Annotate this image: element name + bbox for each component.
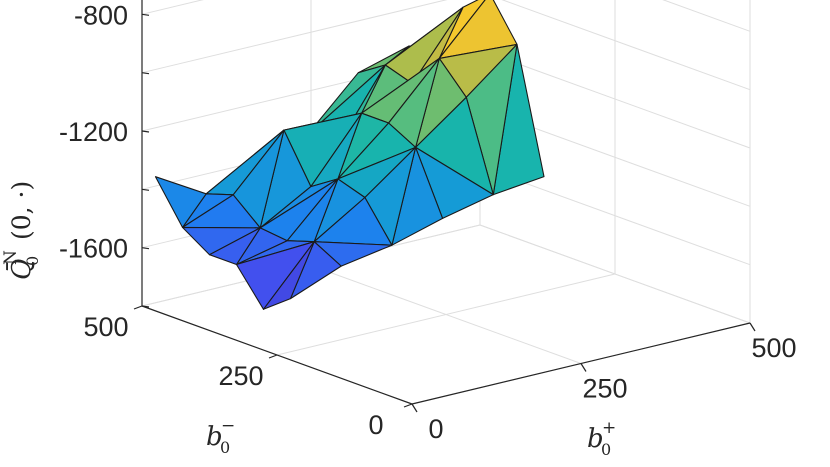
z-tick-mark bbox=[141, 72, 150, 75]
x-tick-label: 0 bbox=[428, 414, 443, 444]
y-axis-label-sub: 0 bbox=[220, 438, 230, 457]
y-axis-label-base: b bbox=[206, 422, 223, 452]
y-tick-mark bbox=[403, 403, 413, 408]
z-axis-label-sub: 0 bbox=[23, 256, 42, 266]
grid-line bbox=[141, 0, 204, 15]
z-tick-mark bbox=[141, 247, 150, 250]
x-tick-mark bbox=[411, 403, 418, 413]
z-tick-mark bbox=[141, 305, 150, 308]
y-tick-label: 250 bbox=[218, 361, 263, 391]
x-tick-mark bbox=[580, 363, 587, 372]
z-axis-label-base: Q̄ bbox=[5, 259, 37, 280]
axis-layer bbox=[133, 0, 756, 413]
surface-facet bbox=[154, 176, 207, 228]
y-axis-label-sup: − bbox=[221, 416, 235, 436]
grid-line bbox=[141, 0, 448, 74]
y-tick-mark bbox=[133, 305, 143, 310]
y-axis-label: b0 − bbox=[206, 416, 235, 457]
x-tick-label: 500 bbox=[751, 333, 796, 363]
z-axis-label-sup: N bbox=[1, 250, 21, 265]
z-axis-label: Q̄0N (0, ·) bbox=[1, 181, 42, 280]
grid-line bbox=[501, 0, 751, 91]
z-tick-label: -1200 bbox=[59, 117, 128, 147]
x-tick-label: 250 bbox=[582, 374, 627, 404]
grid-line bbox=[479, 49, 751, 149]
y-tick-label: 500 bbox=[83, 312, 128, 342]
grid-line bbox=[662, 0, 751, 32]
x-tick-mark bbox=[749, 322, 756, 332]
z-tick-mark bbox=[141, 188, 150, 191]
x-axis-label: b0 + bbox=[587, 418, 616, 459]
x-axis-label-sup: + bbox=[602, 418, 616, 438]
label-layer: 02505000250500-800-1200-1600b0+b0−Q̄0N(0… bbox=[1, 0, 797, 459]
z-tick-label: -800 bbox=[74, 0, 128, 30]
surface-layer bbox=[154, 0, 545, 310]
x-axis-label-base: b bbox=[587, 424, 604, 454]
surface-facet bbox=[262, 241, 315, 310]
z-tick-mark bbox=[141, 13, 150, 16]
x-axis-label-sub: 0 bbox=[601, 440, 611, 459]
y-tick-label: 0 bbox=[368, 410, 383, 440]
grid-line bbox=[276, 273, 616, 356]
z-tick-mark bbox=[141, 130, 150, 133]
surface-facet bbox=[208, 227, 261, 266]
z-tick-label: -1600 bbox=[59, 234, 128, 264]
y-tick-mark bbox=[268, 354, 278, 359]
z-axis-label-args: (0, ·) bbox=[7, 181, 36, 240]
